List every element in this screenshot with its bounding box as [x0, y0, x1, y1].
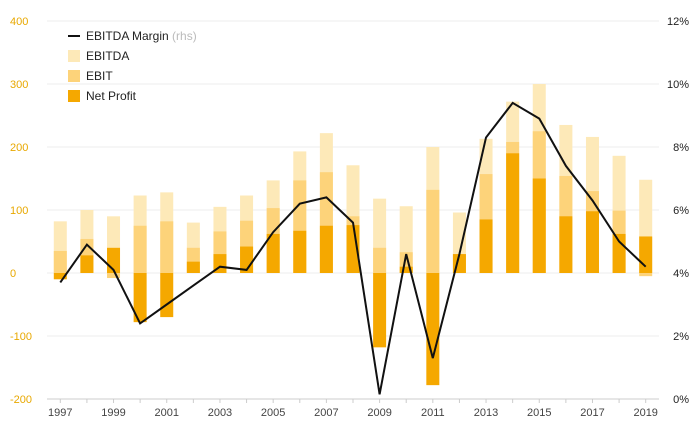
- y-right-tick-label: 4%: [673, 268, 689, 280]
- margin-line-series: [59, 101, 647, 395]
- bar-ebit: [160, 221, 174, 273]
- x-tick-label: 2019: [633, 407, 657, 419]
- legend-axis-note: (rhs): [172, 29, 197, 43]
- bar-net-profit: [186, 261, 200, 273]
- bar-net-profit: [373, 273, 387, 348]
- y-right-tick-label: 6%: [673, 205, 689, 217]
- legend: EBITDA Margin (rhs) EBITDA EBIT Net Profit: [68, 29, 197, 103]
- x-tick-label: 2007: [314, 407, 338, 419]
- x-tick-label: 2015: [527, 407, 551, 419]
- x-tick-label: 2005: [261, 407, 285, 419]
- bar-series: [53, 84, 653, 386]
- y-left-tick-label: -200: [10, 394, 32, 406]
- legend-label-ebitda: EBITDA: [86, 49, 129, 63]
- x-tick-label: 1999: [101, 407, 125, 419]
- bar-net-profit: [266, 233, 280, 273]
- legend-label-ebit: EBIT: [86, 69, 113, 83]
- bar-net-profit: [293, 230, 307, 273]
- x-tick-label: 2017: [580, 407, 604, 419]
- y-right-tick-label: 0%: [673, 394, 689, 406]
- legend-swatch-ebitda: [68, 50, 80, 62]
- y-left-tick-label: 300: [10, 79, 28, 91]
- x-tick-label: 2001: [154, 407, 178, 419]
- y-left-tick-label: 200: [10, 142, 28, 154]
- legend-swatch-ebit: [68, 70, 80, 82]
- bar-ebit: [373, 247, 387, 273]
- legend-label-ebitda-margin: EBITDA Margin (rhs): [86, 29, 197, 43]
- bar-ebit: [53, 250, 67, 273]
- bar-net-profit: [639, 236, 653, 273]
- bar-ebit: [639, 273, 653, 277]
- bar-net-profit: [319, 225, 333, 273]
- bar-net-profit: [80, 255, 94, 273]
- y-right-tick-label: 2%: [673, 331, 689, 343]
- y-right-tick-label: 12%: [667, 16, 689, 28]
- bar-net-profit: [585, 211, 599, 273]
- bar-net-profit: [399, 266, 413, 273]
- legend-label-net-profit: Net Profit: [86, 89, 137, 103]
- y-left-tick-label: 100: [10, 205, 28, 217]
- bar-net-profit: [160, 273, 174, 318]
- x-tick-label: 2011: [421, 407, 445, 419]
- bar-net-profit: [479, 219, 493, 273]
- x-tick-label: 1997: [48, 407, 72, 419]
- bar-net-profit: [532, 178, 546, 273]
- bar-net-profit: [559, 216, 573, 273]
- y-left-tick-label: 400: [10, 16, 28, 28]
- bar-ebit: [426, 189, 440, 273]
- x-tick-label: 2009: [367, 407, 391, 419]
- axes: -200 -100 0 100 200 300 400 0% 2% 4% 6% 8% 10% 12% 199…: [10, 16, 689, 419]
- bar-net-profit: [133, 273, 147, 323]
- x-tick-label: 2013: [474, 407, 498, 419]
- bar-net-profit: [53, 273, 67, 280]
- y-right-tick-label: 10%: [667, 79, 689, 91]
- y-right-tick-label: 8%: [673, 142, 689, 154]
- legend-swatch-net-profit: [68, 90, 80, 102]
- y-left-tick-label: 0: [10, 268, 16, 280]
- bar-ebit: [107, 273, 121, 279]
- bar-net-profit: [426, 273, 440, 386]
- bar-net-profit: [506, 153, 520, 273]
- bar-ebit: [133, 225, 147, 273]
- x-tick-label: 2003: [208, 407, 232, 419]
- y-left-tick-label: -100: [10, 331, 32, 343]
